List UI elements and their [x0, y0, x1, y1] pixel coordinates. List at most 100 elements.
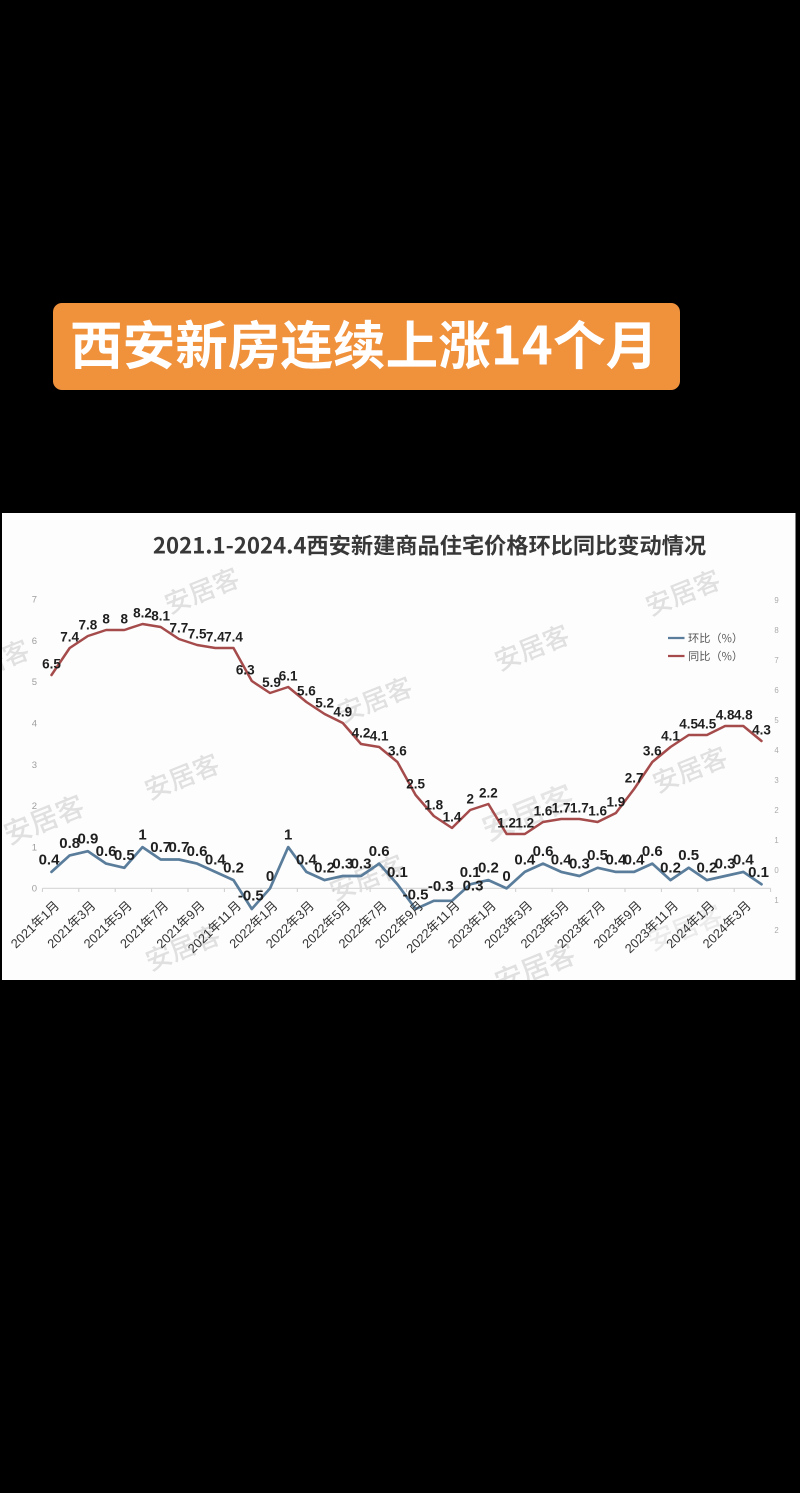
- svg-text:4.3: 4.3: [752, 723, 771, 738]
- svg-text:0.5: 0.5: [587, 847, 608, 864]
- svg-text:3.6: 3.6: [388, 744, 407, 759]
- svg-text:1: 1: [774, 836, 778, 845]
- svg-text:6.3: 6.3: [236, 663, 255, 678]
- svg-text:0.4: 0.4: [205, 851, 227, 868]
- svg-text:1: 1: [774, 896, 778, 905]
- svg-text:7.7: 7.7: [170, 621, 189, 636]
- svg-text:7.8: 7.8: [79, 618, 98, 633]
- svg-text:6: 6: [32, 636, 37, 647]
- svg-text:0.4: 0.4: [39, 851, 61, 868]
- svg-text:2: 2: [466, 792, 474, 807]
- svg-text:9: 9: [774, 596, 778, 605]
- svg-text:1.7: 1.7: [570, 801, 589, 816]
- svg-text:5.9: 5.9: [262, 675, 281, 690]
- svg-text:4.8: 4.8: [716, 708, 735, 723]
- svg-text:1.7: 1.7: [552, 801, 571, 816]
- svg-text:0.1: 0.1: [748, 864, 769, 881]
- svg-text:2: 2: [774, 806, 778, 815]
- svg-text:0.2: 0.2: [314, 860, 335, 877]
- svg-text:5: 5: [32, 677, 37, 688]
- svg-text:7: 7: [774, 656, 778, 665]
- svg-text:8.2: 8.2: [133, 606, 152, 621]
- svg-text:7.4: 7.4: [60, 630, 79, 645]
- svg-text:0.2: 0.2: [696, 860, 717, 877]
- svg-text:0.4: 0.4: [624, 851, 646, 868]
- svg-text:0.4: 0.4: [733, 851, 755, 868]
- svg-text:4.2: 4.2: [352, 726, 371, 741]
- svg-text:5: 5: [774, 716, 779, 725]
- svg-text:3: 3: [774, 776, 778, 785]
- svg-text:4.1: 4.1: [370, 729, 389, 744]
- svg-text:4: 4: [32, 719, 37, 730]
- svg-text:0.3: 0.3: [715, 856, 736, 873]
- svg-text:0.5: 0.5: [114, 847, 135, 864]
- svg-text:0.8: 0.8: [59, 835, 80, 852]
- svg-text:0.3: 0.3: [569, 856, 590, 873]
- svg-text:1: 1: [138, 827, 146, 844]
- svg-text:0.6: 0.6: [187, 843, 208, 860]
- svg-text:1: 1: [284, 827, 292, 844]
- svg-text:4: 4: [774, 746, 779, 755]
- svg-text:0: 0: [32, 884, 37, 895]
- svg-text:1.9: 1.9: [607, 795, 626, 810]
- svg-text:1.4: 1.4: [443, 810, 462, 825]
- svg-text:-0.5: -0.5: [238, 888, 264, 905]
- svg-text:-0.5: -0.5: [403, 887, 429, 904]
- svg-text:1.2: 1.2: [515, 816, 534, 831]
- svg-text:0.9: 0.9: [77, 831, 98, 848]
- svg-text:4.9: 4.9: [333, 705, 352, 720]
- svg-text:0.6: 0.6: [533, 843, 554, 860]
- svg-text:0.3: 0.3: [351, 856, 372, 873]
- svg-text:1.6: 1.6: [534, 804, 553, 819]
- svg-text:3.6: 3.6: [643, 744, 662, 759]
- svg-text:0.4: 0.4: [514, 851, 536, 868]
- svg-text:0.1: 0.1: [460, 864, 481, 881]
- svg-text:2.7: 2.7: [625, 771, 644, 786]
- svg-text:6.5: 6.5: [42, 657, 61, 672]
- svg-text:6.1: 6.1: [279, 669, 298, 684]
- svg-text:7.5: 7.5: [188, 627, 207, 642]
- svg-text:7.4: 7.4: [206, 630, 225, 645]
- svg-text:0.6: 0.6: [642, 843, 663, 860]
- svg-text:2.2: 2.2: [479, 786, 498, 801]
- svg-text:0.6: 0.6: [369, 843, 390, 860]
- svg-text:2: 2: [774, 926, 778, 935]
- svg-text:7.4: 7.4: [224, 630, 243, 645]
- svg-text:1: 1: [32, 842, 37, 853]
- svg-text:0.2: 0.2: [478, 860, 499, 877]
- svg-text:5.2: 5.2: [315, 696, 334, 711]
- svg-text:5.6: 5.6: [297, 684, 316, 699]
- svg-text:1.2: 1.2: [497, 816, 516, 831]
- svg-text:8.1: 8.1: [151, 609, 170, 624]
- svg-text:7: 7: [32, 595, 37, 606]
- svg-text:3: 3: [32, 760, 37, 771]
- svg-text:0.5: 0.5: [678, 847, 699, 864]
- svg-text:0.7: 0.7: [150, 839, 171, 856]
- svg-text:0: 0: [774, 866, 779, 875]
- svg-text:2: 2: [32, 801, 37, 812]
- svg-text:0.6: 0.6: [96, 843, 117, 860]
- svg-text:4.5: 4.5: [698, 717, 717, 732]
- svg-text:0: 0: [266, 868, 274, 885]
- svg-text:0.2: 0.2: [660, 860, 681, 877]
- svg-text:4.8: 4.8: [734, 708, 753, 723]
- svg-text:4.5: 4.5: [679, 717, 698, 732]
- svg-text:8: 8: [121, 612, 129, 627]
- svg-text:1.8: 1.8: [424, 798, 443, 813]
- svg-text:0.1: 0.1: [387, 864, 408, 881]
- svg-text:0.4: 0.4: [605, 851, 627, 868]
- svg-text:0.2: 0.2: [223, 860, 244, 877]
- svg-text:1.6: 1.6: [588, 804, 607, 819]
- svg-text:8: 8: [102, 612, 110, 627]
- svg-text:8: 8: [774, 626, 778, 635]
- svg-text:0.3: 0.3: [463, 878, 484, 895]
- svg-text:0.7: 0.7: [168, 839, 189, 856]
- svg-text:0.4: 0.4: [296, 851, 318, 868]
- svg-text:0.4: 0.4: [551, 851, 573, 868]
- svg-text:0: 0: [502, 868, 510, 885]
- svg-text:-0.3: -0.3: [428, 878, 454, 895]
- svg-text:0.3: 0.3: [332, 856, 353, 873]
- svg-text:4.1: 4.1: [661, 729, 680, 744]
- svg-text:2.5: 2.5: [406, 777, 425, 792]
- svg-text:6: 6: [774, 686, 778, 695]
